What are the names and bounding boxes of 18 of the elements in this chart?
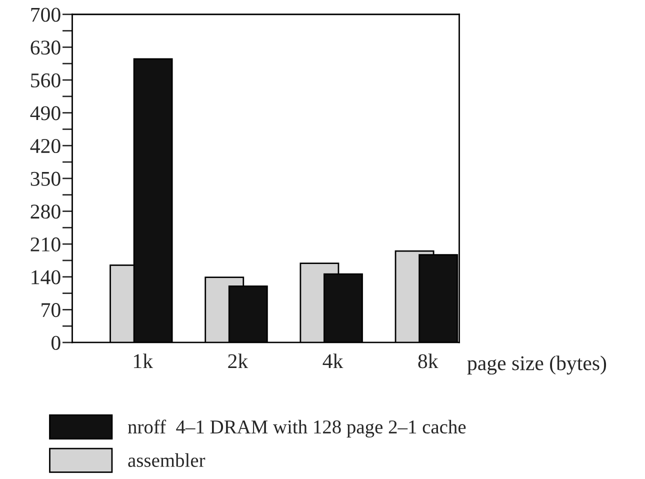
y-tick-label: 70: [42, 303, 60, 318]
y-tick-label: 420: [30, 138, 60, 154]
y-tick-label: 0: [52, 336, 60, 350]
y-tick-label: 350: [30, 172, 60, 186]
y-tick-label: 700: [31, 8, 60, 22]
y-tick-label: 280: [30, 204, 60, 219]
legend-label: assembler: [128, 453, 206, 467]
x-tick-label: 2k: [228, 354, 248, 368]
y-tick-label: 140: [32, 270, 60, 284]
x-tick-label: 1k: [134, 354, 154, 368]
x-tick-label: 8k: [418, 354, 438, 368]
y-tick-label: 630: [30, 40, 60, 55]
y-tick-label: 210: [30, 237, 60, 252]
legend-label: nroff 4–1 DRAM with 128 page 2–1 cache: [128, 420, 466, 438]
x-tick-label: 4k: [322, 354, 344, 368]
y-tick-label: 490: [30, 106, 60, 120]
x-axis-title: page size (bytes): [467, 356, 606, 375]
y-tick-label: 560: [31, 73, 60, 88]
